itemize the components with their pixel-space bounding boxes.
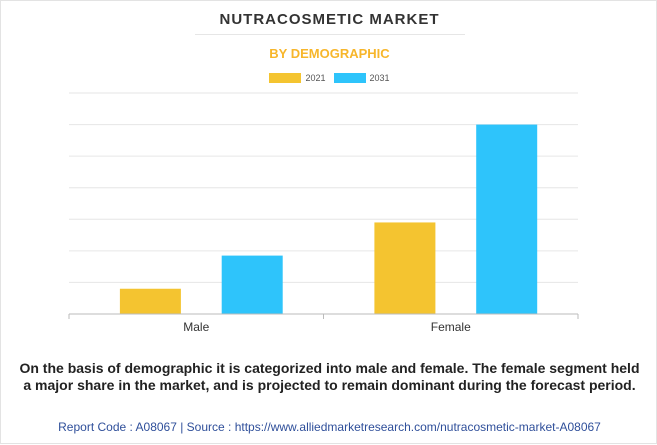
chart-title: NUTRACOSMETIC MARKET bbox=[219, 11, 440, 28]
legend-item-2031[interactable]: 2031 bbox=[333, 73, 390, 83]
bar-male-2031 bbox=[221, 255, 283, 314]
bar-female-2031 bbox=[476, 124, 538, 314]
title-divider bbox=[195, 34, 465, 35]
source-footer[interactable]: Report Code : A08067 | Source : https://… bbox=[58, 420, 601, 434]
legend: 2021 2031 bbox=[1, 73, 657, 83]
legend-swatch-2021 bbox=[269, 73, 302, 83]
legend-label-2021: 2021 bbox=[305, 73, 326, 83]
x-tick-label-female: Female bbox=[431, 320, 471, 334]
chart-subtitle: BY DEMOGRAPHIC bbox=[269, 46, 390, 61]
x-tick-label-male: Male bbox=[183, 320, 209, 334]
chart-description: On the basis of demographic it is catego… bbox=[19, 360, 640, 393]
bar-male-2021 bbox=[119, 288, 181, 314]
legend-label-2031: 2031 bbox=[369, 73, 390, 83]
bar-female-2021 bbox=[374, 222, 436, 314]
legend-item-2021[interactable]: 2021 bbox=[269, 73, 326, 83]
legend-swatch-2031 bbox=[333, 73, 366, 83]
